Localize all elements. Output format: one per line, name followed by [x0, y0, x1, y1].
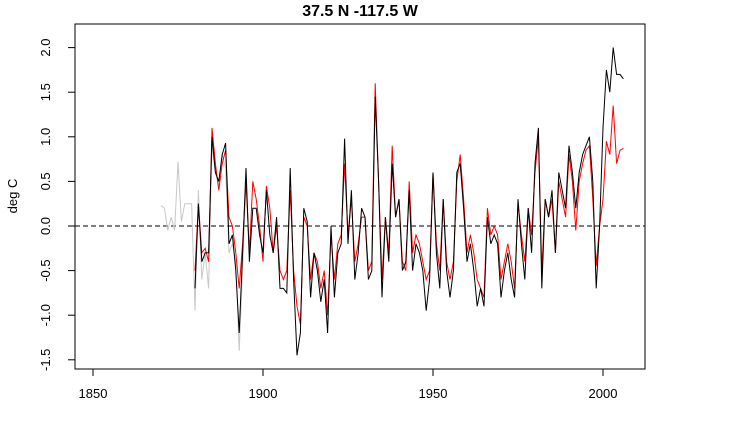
y-tick-label: 2.0 — [38, 39, 53, 57]
x-tick-label: 1950 — [419, 386, 448, 401]
y-tick-label: 1.0 — [38, 128, 53, 146]
y-tick-label: 0.0 — [38, 217, 53, 235]
y-axis-label: deg C — [5, 179, 20, 214]
x-tick-label: 1850 — [79, 386, 108, 401]
x-tick-label: 1900 — [249, 386, 278, 401]
chart-title: 37.5 N -117.5 W — [302, 3, 419, 20]
y-tick-label: -0.5 — [38, 259, 53, 281]
series-line-gray — [160, 145, 247, 351]
x-tick-label: 2000 — [589, 386, 618, 401]
series-line-red — [194, 83, 624, 325]
plot-frame — [74, 23, 646, 370]
series-line-black — [194, 47, 624, 356]
y-tick-label: 1.5 — [38, 83, 53, 101]
y-tick-label: 0.5 — [38, 172, 53, 190]
y-tick-label: -1.5 — [38, 349, 53, 371]
y-tick-label: -1.0 — [38, 304, 53, 326]
